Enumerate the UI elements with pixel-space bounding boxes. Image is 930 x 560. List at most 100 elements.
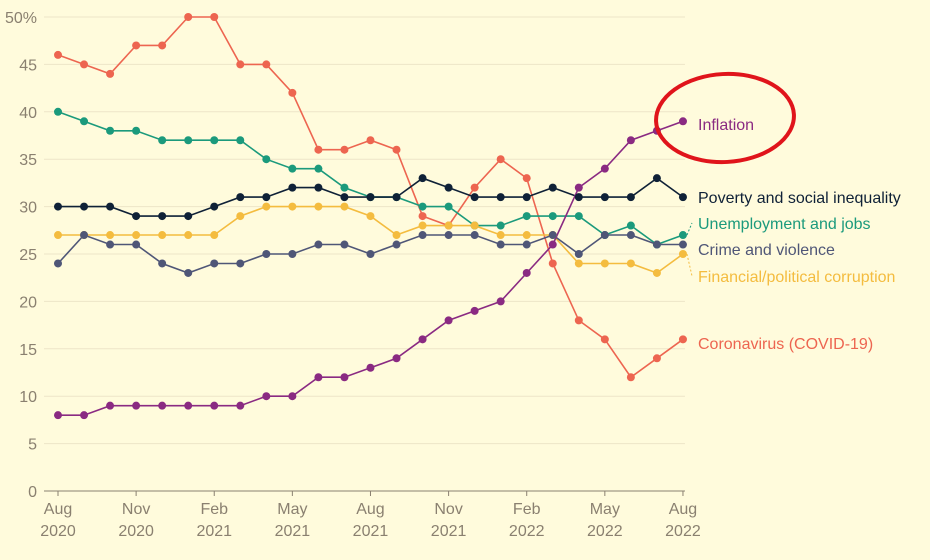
data-point-inflation [522, 268, 531, 277]
data-point-unemployment-and-jobs [548, 212, 557, 221]
data-point-financial-political-corruption [444, 221, 453, 230]
data-point-crime-and-violence [106, 240, 115, 249]
x-tick-label: 2021 [353, 523, 389, 540]
data-point-crime-and-violence [236, 259, 245, 268]
data-point-coronavirus-covid-19 [314, 145, 323, 154]
data-point-financial-political-corruption [600, 259, 609, 268]
x-tick-label: Aug [356, 501, 384, 518]
data-point-crime-and-violence [340, 240, 349, 249]
data-point-inflation [444, 316, 453, 325]
x-tick-label: Aug [44, 501, 72, 518]
x-tick-label: 2022 [587, 523, 623, 540]
x-tick-label: Nov [434, 501, 462, 518]
data-point-crime-and-violence [548, 231, 557, 240]
label-leader-financial-political-corruption [686, 253, 693, 277]
data-point-poverty-and-social-inequality [132, 212, 141, 221]
y-tick-label: 20 [19, 294, 37, 311]
data-point-crime-and-violence [184, 268, 193, 277]
data-point-unemployment-and-jobs [54, 107, 62, 116]
data-point-crime-and-violence [80, 231, 89, 240]
data-point-financial-political-corruption [132, 231, 141, 240]
data-point-poverty-and-social-inequality [678, 193, 687, 202]
x-tick-label: 2022 [665, 523, 701, 540]
data-point-coronavirus-covid-19 [392, 145, 401, 154]
data-point-coronavirus-covid-19 [496, 155, 505, 164]
data-point-unemployment-and-jobs [522, 212, 531, 221]
series-label-financial-political-corruption: Financial/political corruption [698, 269, 895, 286]
x-tick-label: Feb [200, 501, 228, 518]
data-point-inflation [314, 373, 323, 382]
series-label-inflation: Inflation [698, 117, 754, 134]
data-point-inflation [132, 401, 141, 410]
data-point-financial-political-corruption [392, 231, 401, 240]
data-point-crime-and-violence [600, 231, 609, 240]
data-point-poverty-and-social-inequality [548, 183, 557, 192]
data-point-crime-and-violence [158, 259, 167, 268]
data-point-poverty-and-social-inequality [652, 174, 661, 183]
data-point-coronavirus-covid-19 [288, 88, 297, 97]
data-point-unemployment-and-jobs [340, 183, 349, 192]
gridlines [44, 16, 685, 492]
x-tick-label: 2021 [196, 523, 232, 540]
data-point-crime-and-violence [314, 240, 323, 249]
data-point-coronavirus-covid-19 [262, 60, 271, 69]
data-point-crime-and-violence [496, 240, 505, 249]
data-point-coronavirus-covid-19 [80, 60, 89, 69]
data-point-crime-and-violence [574, 250, 583, 258]
data-point-coronavirus-covid-19 [418, 212, 427, 221]
data-point-poverty-and-social-inequality [470, 193, 479, 202]
x-axis-ticks: Aug 2020 Nov 2020 Feb 2021 May 2021 Aug 2021 Nov 20… [40, 491, 701, 540]
data-point-unemployment-and-jobs [288, 164, 297, 173]
data-point-crime-and-violence [132, 240, 141, 249]
annotations [654, 71, 796, 165]
data-point-coronavirus-covid-19 [158, 41, 167, 50]
data-point-unemployment-and-jobs [574, 212, 583, 221]
series-points [54, 13, 687, 420]
data-point-inflation [158, 401, 167, 410]
data-point-unemployment-and-jobs [262, 155, 271, 164]
data-point-coronavirus-covid-19 [548, 259, 557, 268]
data-point-inflation [600, 164, 609, 173]
data-point-unemployment-and-jobs [210, 136, 219, 145]
data-point-unemployment-and-jobs [678, 231, 687, 240]
y-tick-label: 15 [19, 342, 37, 359]
data-point-poverty-and-social-inequality [574, 193, 583, 202]
data-point-crime-and-violence [652, 240, 661, 249]
data-point-unemployment-and-jobs [314, 164, 323, 173]
data-point-unemployment-and-jobs [444, 202, 453, 211]
data-point-inflation [262, 392, 271, 401]
series-labels: Coronavirus (COVID-19) Unemployment and j… [686, 117, 901, 353]
series-label-coronavirus-covid-19: Coronavirus (COVID-19) [698, 336, 873, 353]
data-point-poverty-and-social-inequality [600, 193, 609, 202]
y-tick-label: 40 [19, 105, 37, 122]
data-point-crime-and-violence [210, 259, 219, 268]
data-point-financial-political-corruption [210, 231, 219, 240]
data-point-coronavirus-covid-19 [574, 316, 583, 325]
data-point-poverty-and-social-inequality [340, 193, 349, 202]
data-point-coronavirus-covid-19 [626, 373, 635, 382]
data-point-coronavirus-covid-19 [522, 174, 531, 183]
data-point-unemployment-and-jobs [496, 221, 505, 230]
data-point-crime-and-violence [522, 240, 531, 249]
data-point-poverty-and-social-inequality [522, 193, 531, 202]
data-point-inflation [80, 411, 89, 420]
data-point-crime-and-violence [366, 250, 375, 258]
data-point-poverty-and-social-inequality [80, 202, 89, 211]
y-axis-ticks: 0 5 10 15 20 25 30 35 40 45 50% [5, 10, 37, 501]
data-point-unemployment-and-jobs [106, 126, 115, 135]
data-point-inflation [366, 363, 375, 372]
data-point-coronavirus-covid-19 [340, 145, 349, 154]
y-tick-label: 25 [19, 247, 37, 264]
data-point-coronavirus-covid-19 [678, 335, 687, 344]
data-point-financial-political-corruption [158, 231, 167, 240]
data-point-poverty-and-social-inequality [262, 193, 271, 202]
data-point-unemployment-and-jobs [80, 117, 89, 126]
data-point-poverty-and-social-inequality [158, 212, 167, 221]
x-tick-label: Nov [122, 501, 150, 518]
data-point-financial-political-corruption [470, 221, 479, 230]
y-tick-label: 35 [19, 152, 37, 169]
data-point-poverty-and-social-inequality [106, 202, 115, 211]
data-point-poverty-and-social-inequality [366, 193, 375, 202]
series-label-unemployment-and-jobs: Unemployment and jobs [698, 216, 871, 233]
data-point-financial-political-corruption [496, 231, 505, 240]
